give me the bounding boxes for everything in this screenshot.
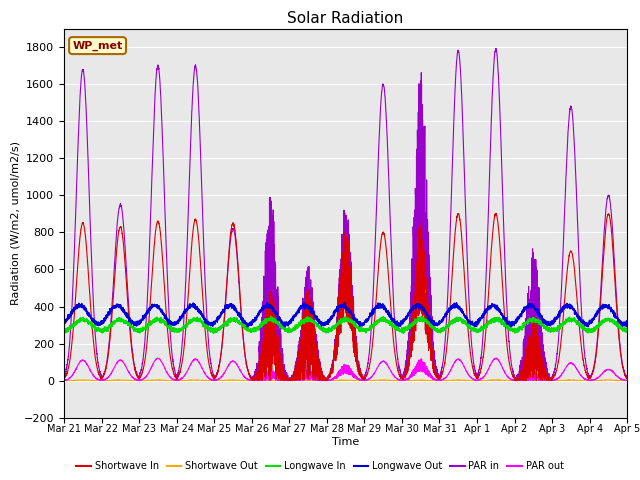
PAR out bbox=[161, 366, 169, 372]
Shortwave In bbox=[504, 351, 512, 357]
Shortwave In bbox=[472, 374, 480, 380]
Longwave Out bbox=[341, 300, 349, 305]
Longwave Out bbox=[472, 323, 480, 329]
PAR out bbox=[623, 378, 631, 384]
Longwave In bbox=[210, 331, 218, 336]
Longwave In bbox=[325, 328, 333, 334]
Longwave Out bbox=[161, 315, 169, 321]
Line: Shortwave In: Shortwave In bbox=[64, 214, 627, 381]
PAR in bbox=[60, 374, 68, 380]
Line: PAR out: PAR out bbox=[64, 358, 627, 381]
Longwave In bbox=[623, 329, 630, 335]
Longwave In bbox=[161, 319, 169, 325]
Shortwave Out bbox=[565, 377, 573, 383]
Line: Longwave Out: Longwave Out bbox=[64, 302, 627, 327]
Title: Solar Radiation: Solar Radiation bbox=[287, 11, 404, 26]
Line: PAR in: PAR in bbox=[64, 48, 627, 381]
Longwave In bbox=[441, 327, 449, 333]
Shortwave Out bbox=[623, 378, 630, 384]
PAR in bbox=[623, 375, 630, 381]
Shortwave Out bbox=[325, 378, 333, 384]
Longwave Out bbox=[623, 320, 630, 325]
Text: WP_met: WP_met bbox=[72, 40, 123, 51]
Shortwave Out bbox=[61, 378, 68, 384]
PAR in bbox=[161, 215, 169, 221]
PAR in bbox=[325, 373, 333, 379]
Longwave Out bbox=[623, 319, 631, 324]
Longwave Out bbox=[441, 313, 449, 319]
Shortwave Out bbox=[161, 377, 169, 383]
PAR out bbox=[441, 375, 449, 381]
Shortwave In bbox=[492, 211, 500, 216]
Shortwave Out bbox=[623, 378, 631, 384]
PAR out bbox=[325, 377, 333, 383]
PAR out bbox=[623, 378, 630, 384]
X-axis label: Time: Time bbox=[332, 437, 359, 446]
Longwave Out bbox=[325, 316, 333, 322]
PAR in bbox=[504, 324, 512, 330]
Line: Shortwave Out: Shortwave Out bbox=[64, 380, 627, 381]
Longwave Out bbox=[504, 319, 512, 325]
PAR in bbox=[472, 371, 480, 376]
Longwave In bbox=[472, 329, 480, 335]
Shortwave In bbox=[250, 378, 258, 384]
PAR in bbox=[492, 46, 500, 51]
Shortwave In bbox=[441, 360, 449, 365]
Shortwave Out bbox=[441, 378, 449, 384]
Longwave Out bbox=[243, 324, 251, 330]
PAR out bbox=[136, 378, 143, 384]
Longwave In bbox=[60, 329, 68, 335]
Longwave In bbox=[623, 328, 631, 334]
Shortwave In bbox=[60, 376, 68, 382]
Line: Longwave In: Longwave In bbox=[64, 316, 627, 334]
Shortwave Out bbox=[504, 378, 512, 384]
PAR out bbox=[504, 374, 512, 380]
Shortwave Out bbox=[472, 378, 480, 384]
Shortwave In bbox=[623, 375, 630, 381]
Shortwave In bbox=[325, 373, 333, 379]
PAR in bbox=[441, 341, 449, 347]
Shortwave In bbox=[161, 296, 169, 301]
PAR out bbox=[60, 378, 68, 384]
Y-axis label: Radiation (W/m2, umol/m2/s): Radiation (W/m2, umol/m2/s) bbox=[11, 141, 21, 305]
Longwave In bbox=[267, 313, 275, 319]
Longwave Out bbox=[60, 321, 68, 326]
Shortwave In bbox=[623, 375, 631, 381]
PAR in bbox=[623, 374, 631, 380]
Legend: Shortwave In, Shortwave Out, Longwave In, Longwave Out, PAR in, PAR out: Shortwave In, Shortwave Out, Longwave In… bbox=[72, 457, 568, 475]
PAR out bbox=[472, 377, 480, 383]
Longwave In bbox=[504, 325, 512, 331]
PAR out bbox=[493, 355, 500, 361]
PAR in bbox=[250, 378, 258, 384]
Shortwave Out bbox=[60, 378, 68, 384]
